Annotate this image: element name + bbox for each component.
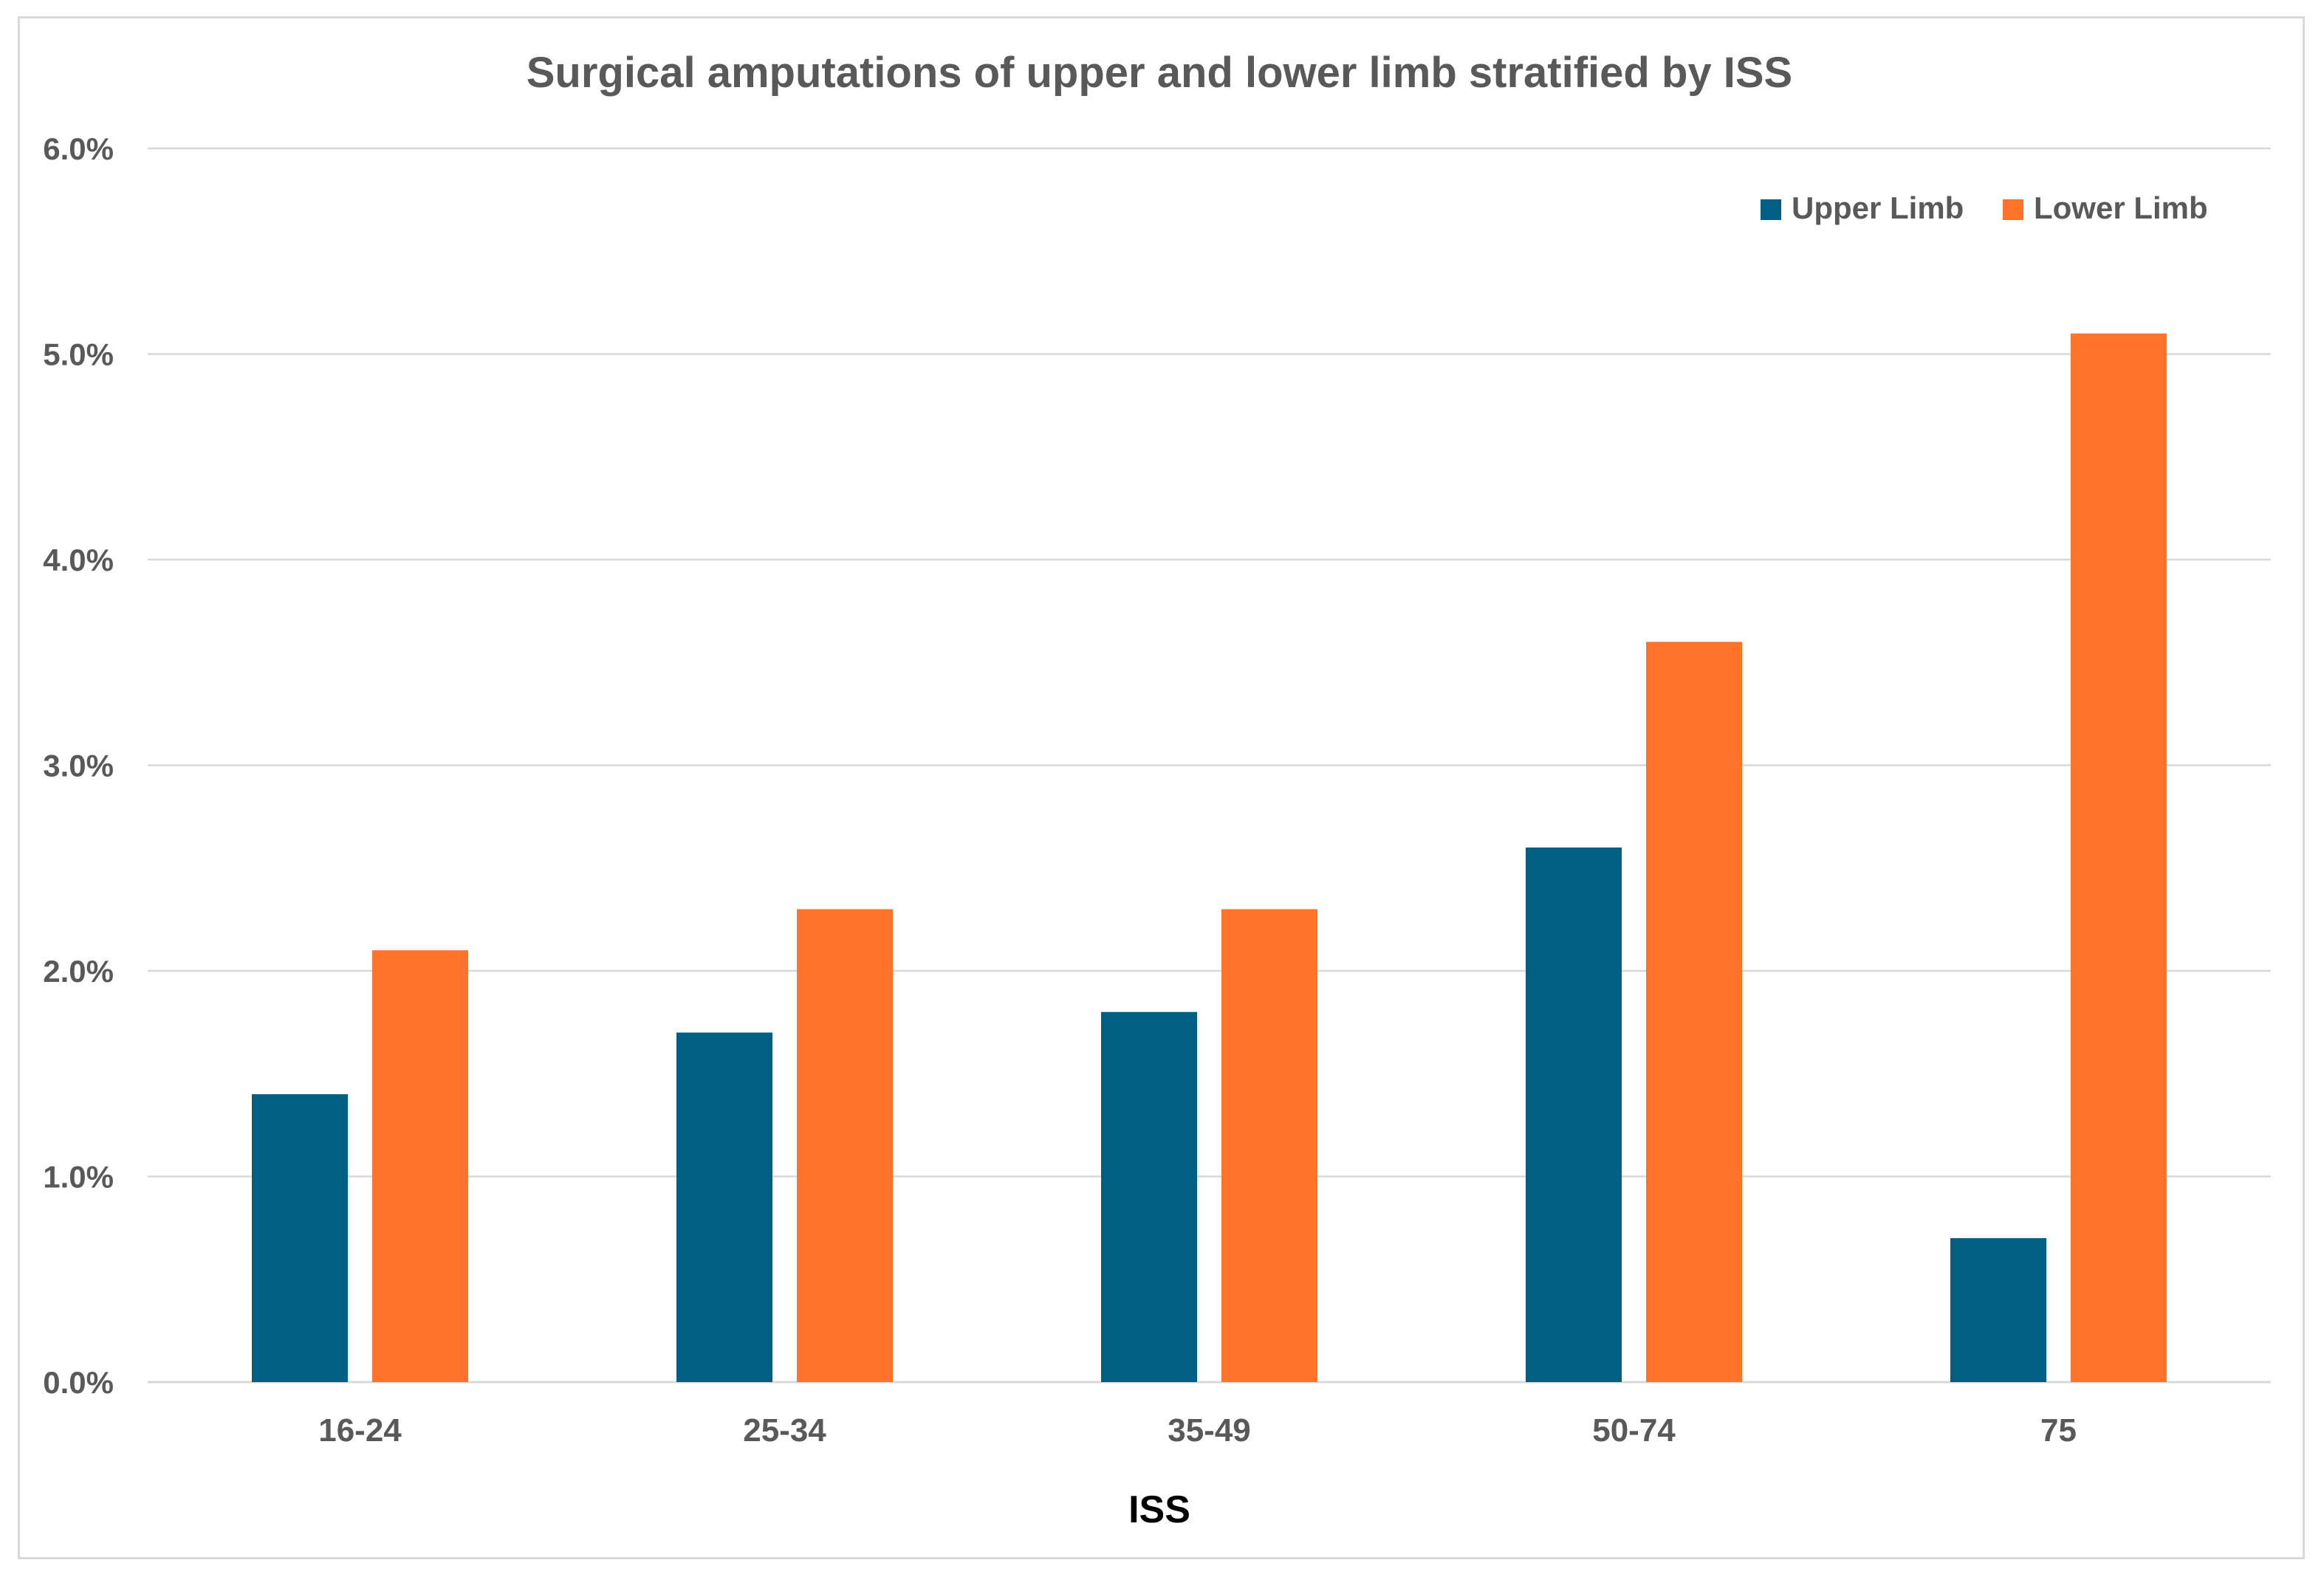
y-tick-label: 6.0% [43, 131, 114, 166]
bar-lower-limb-16-24 [372, 950, 468, 1382]
x-tick-label: 50-74 [1592, 1412, 1676, 1449]
gridlines [148, 147, 2271, 1384]
y-tick-label: 5.0% [43, 337, 114, 372]
chart-title: Surgical amputations of upper and lower … [527, 49, 1792, 97]
legend: Upper Limb Lower Limb [1761, 190, 2208, 225]
legend-label-lower-limb: Lower Limb [2034, 190, 2208, 225]
x-tick-label: 75 [2040, 1412, 2077, 1449]
bar-upper-limb-35-49 [1101, 1011, 1197, 1382]
y-axis-tick-labels: 0.0% 1.0% 2.0% 3.0% 4.0% 5.0% 6.0% [43, 131, 114, 1400]
y-tick-label: 2.0% [43, 954, 114, 989]
legend-swatch-lower-limb [2003, 199, 2023, 220]
legend-item-lower-limb: Lower Limb [2003, 190, 2208, 225]
bar-lower-limb-25-34 [797, 909, 893, 1382]
x-axis-label: ISS [1128, 1488, 1190, 1531]
y-tick-label: 3.0% [43, 749, 114, 783]
x-tick-label: 35-49 [1168, 1412, 1251, 1449]
bar-lower-limb-75 [2071, 333, 2167, 1382]
y-tick-label: 0.0% [43, 1365, 114, 1400]
x-axis-tick-labels: 16-24 25-34 35-49 50-74 75 [318, 1412, 2077, 1449]
legend-swatch-upper-limb [1761, 199, 1781, 220]
bar-upper-limb-16-24 [252, 1094, 348, 1382]
x-tick-label: 25-34 [743, 1412, 826, 1449]
y-tick-label: 4.0% [43, 543, 114, 577]
bar-upper-limb-25-34 [676, 1032, 772, 1382]
bar-upper-limb-75 [1950, 1238, 2046, 1382]
y-tick-label: 1.0% [43, 1160, 114, 1195]
bar-lower-limb-50-74 [1646, 642, 1742, 1382]
legend-label-upper-limb: Upper Limb [1792, 190, 1964, 225]
bar-upper-limb-50-74 [1526, 847, 1622, 1382]
bar-lower-limb-35-49 [1221, 909, 1317, 1382]
bars [252, 333, 2167, 1382]
x-tick-label: 16-24 [318, 1412, 402, 1449]
legend-item-upper-limb: Upper Limb [1761, 190, 1964, 225]
